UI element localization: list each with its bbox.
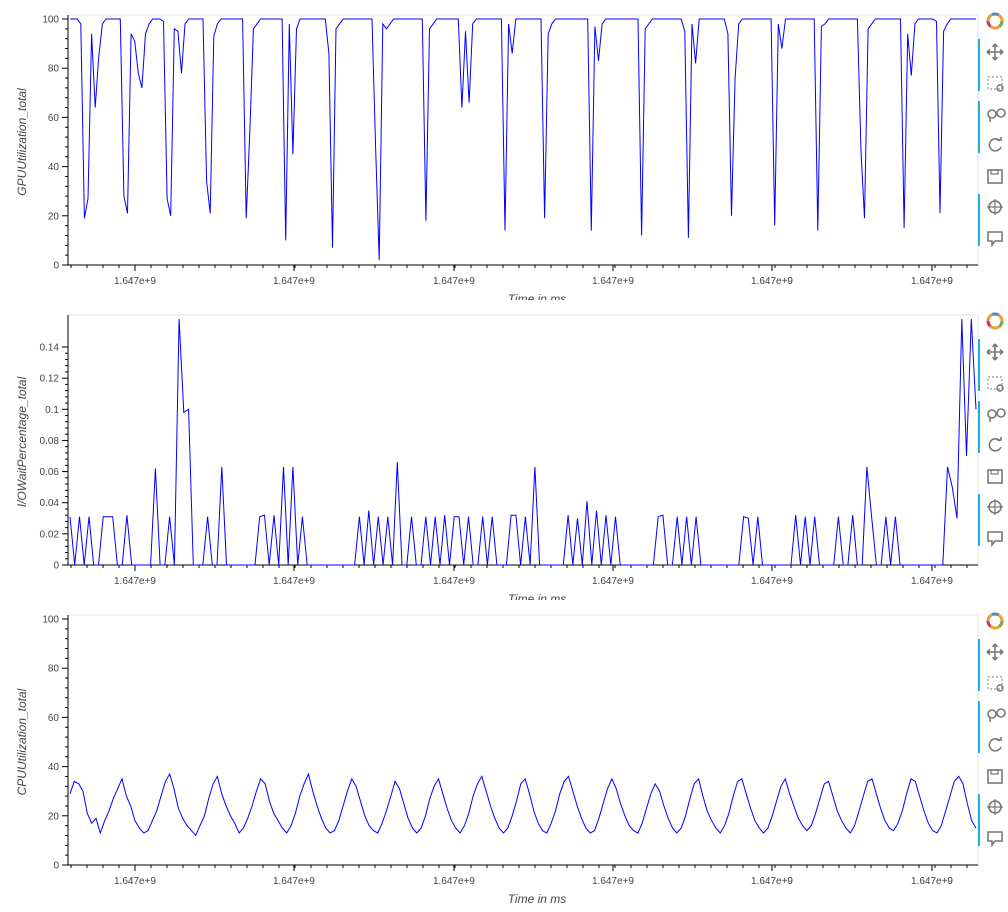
x-axis-label: Time in ms	[508, 592, 567, 600]
x-tick-label: 1.647e+9	[592, 876, 634, 887]
y-tick-label: 80	[48, 64, 60, 75]
active-tool-indicator	[978, 194, 980, 246]
y-tick-label: 0.08	[40, 436, 60, 447]
y-tick-label: 60	[48, 713, 60, 724]
active-tool-indicator	[978, 101, 980, 153]
x-tick-label: 1.647e+9	[114, 276, 156, 287]
plot-border	[67, 614, 979, 866]
box-zoom-icon[interactable]	[984, 372, 1006, 394]
x-tick-label: 1.647e+9	[433, 876, 475, 887]
bokeh-logo-icon[interactable]	[984, 610, 1006, 632]
reset-icon[interactable]	[984, 134, 1006, 156]
hover-icon[interactable]	[984, 227, 1006, 249]
x-tick-label: 1.647e+9	[114, 876, 156, 887]
crosshair-icon[interactable]	[984, 196, 1006, 218]
y-tick-label: 0	[53, 261, 59, 272]
wheel-zoom-icon[interactable]	[984, 703, 1006, 725]
io-wait-chart: 0 0.02 0.04 0.06 0.08 0.1 0.12 0.14 1.647e+9 1.64…	[15, 314, 979, 600]
x-tick-label: 1.647e+9	[592, 276, 634, 287]
x-tick-label: 1.647e+9	[273, 576, 315, 587]
y-tick-label: 0.02	[40, 529, 60, 540]
active-tool-indicator	[978, 401, 980, 453]
x-tick-label: 1.647e+9	[273, 276, 315, 287]
reset-icon[interactable]	[984, 734, 1006, 756]
active-tool-indicator	[978, 701, 980, 753]
x-tick-label: 1.647e+9	[114, 576, 156, 587]
active-tool-indicator	[978, 494, 980, 546]
y-axis-label: CPUUtilization_total	[15, 688, 29, 795]
pan-icon[interactable]	[984, 641, 1006, 663]
x-tick-label: 1.647e+9	[911, 876, 953, 887]
y-tick-label: 100	[42, 615, 59, 626]
y-tick-label: 0.06	[40, 467, 60, 478]
x-tick-label: 1.647e+9	[433, 576, 475, 587]
pan-icon[interactable]	[984, 41, 1006, 63]
y-tick-label: 0	[53, 861, 59, 872]
gpu-chart-panel: 0 20 40 60 80 100 1.647e+9 1.647e+9 1.647e+9 1.64…	[0, 0, 1008, 300]
y-tick-label: 0.12	[40, 374, 60, 385]
x-tick-label: 1.647e+9	[273, 876, 315, 887]
x-tick-label: 1.647e+9	[433, 276, 475, 287]
chart-toolbar-3	[978, 610, 1008, 870]
save-icon[interactable]	[984, 765, 1006, 787]
y-tick-label: 0.1	[45, 405, 59, 416]
series-line	[70, 18, 976, 261]
chart-toolbar-1	[978, 10, 1008, 260]
y-tick-label: 40	[48, 762, 60, 773]
y-tick-label: 80	[48, 664, 60, 675]
box-zoom-icon[interactable]	[984, 72, 1006, 94]
crosshair-icon[interactable]	[984, 796, 1006, 818]
x-tick-label: 1.647e+9	[751, 576, 793, 587]
hover-icon[interactable]	[984, 527, 1006, 549]
wheel-zoom-icon[interactable]	[984, 403, 1006, 425]
x-axis-label: Time in ms	[508, 292, 567, 300]
series-line	[69, 772, 977, 837]
plot-border	[67, 14, 979, 266]
y-axis-label: GPUUtilization_total	[15, 88, 29, 196]
active-tool-indicator	[978, 639, 980, 691]
y-tick-label: 60	[48, 113, 60, 124]
hover-icon[interactable]	[984, 827, 1006, 849]
y-axis-label: I/OWaitPercentage_total	[15, 376, 29, 507]
y-tick-label: 20	[48, 811, 60, 822]
series-line	[69, 318, 977, 566]
save-icon[interactable]	[984, 465, 1006, 487]
y-tick-label: 0	[53, 561, 59, 572]
cpu-chart-panel: 0 20 40 60 80 100 1.647e+9 1.647e+9 1.647e+9 1.64…	[0, 600, 1008, 906]
wheel-zoom-icon[interactable]	[984, 103, 1006, 125]
y-tick-label: 100	[42, 15, 59, 26]
x-tick-label: 1.647e+9	[751, 876, 793, 887]
x-axis-label: Time in ms	[508, 892, 567, 906]
active-tool-indicator	[978, 339, 980, 391]
y-tick-label: 0.14	[40, 343, 60, 354]
x-tick-label: 1.647e+9	[592, 576, 634, 587]
box-zoom-icon[interactable]	[984, 672, 1006, 694]
plot-border	[67, 314, 979, 566]
x-tick-label: 1.647e+9	[911, 576, 953, 587]
save-icon[interactable]	[984, 165, 1006, 187]
cpu-chart: 0 20 40 60 80 100 1.647e+9 1.647e+9 1.647e+9 1.64…	[15, 614, 979, 906]
y-tick-label: 40	[48, 162, 60, 173]
crosshair-icon[interactable]	[984, 496, 1006, 518]
y-tick-label: 0.04	[40, 498, 60, 509]
chart-toolbar-2	[978, 310, 1008, 570]
bokeh-logo-icon[interactable]	[984, 310, 1006, 332]
io-wait-chart-panel: 0 0.02 0.04 0.06 0.08 0.1 0.12 0.14 1.647e+9 1.64…	[0, 300, 1008, 600]
reset-icon[interactable]	[984, 434, 1006, 456]
active-tool-indicator	[978, 794, 980, 846]
x-tick-label: 1.647e+9	[751, 276, 793, 287]
x-tick-label: 1.647e+9	[911, 276, 953, 287]
bokeh-logo-icon[interactable]	[984, 10, 1006, 32]
active-tool-indicator	[978, 39, 980, 91]
gpu-chart: 0 20 40 60 80 100 1.647e+9 1.647e+9 1.647e+9 1.64…	[15, 14, 979, 300]
pan-icon[interactable]	[984, 341, 1006, 363]
y-tick-label: 20	[48, 211, 60, 222]
